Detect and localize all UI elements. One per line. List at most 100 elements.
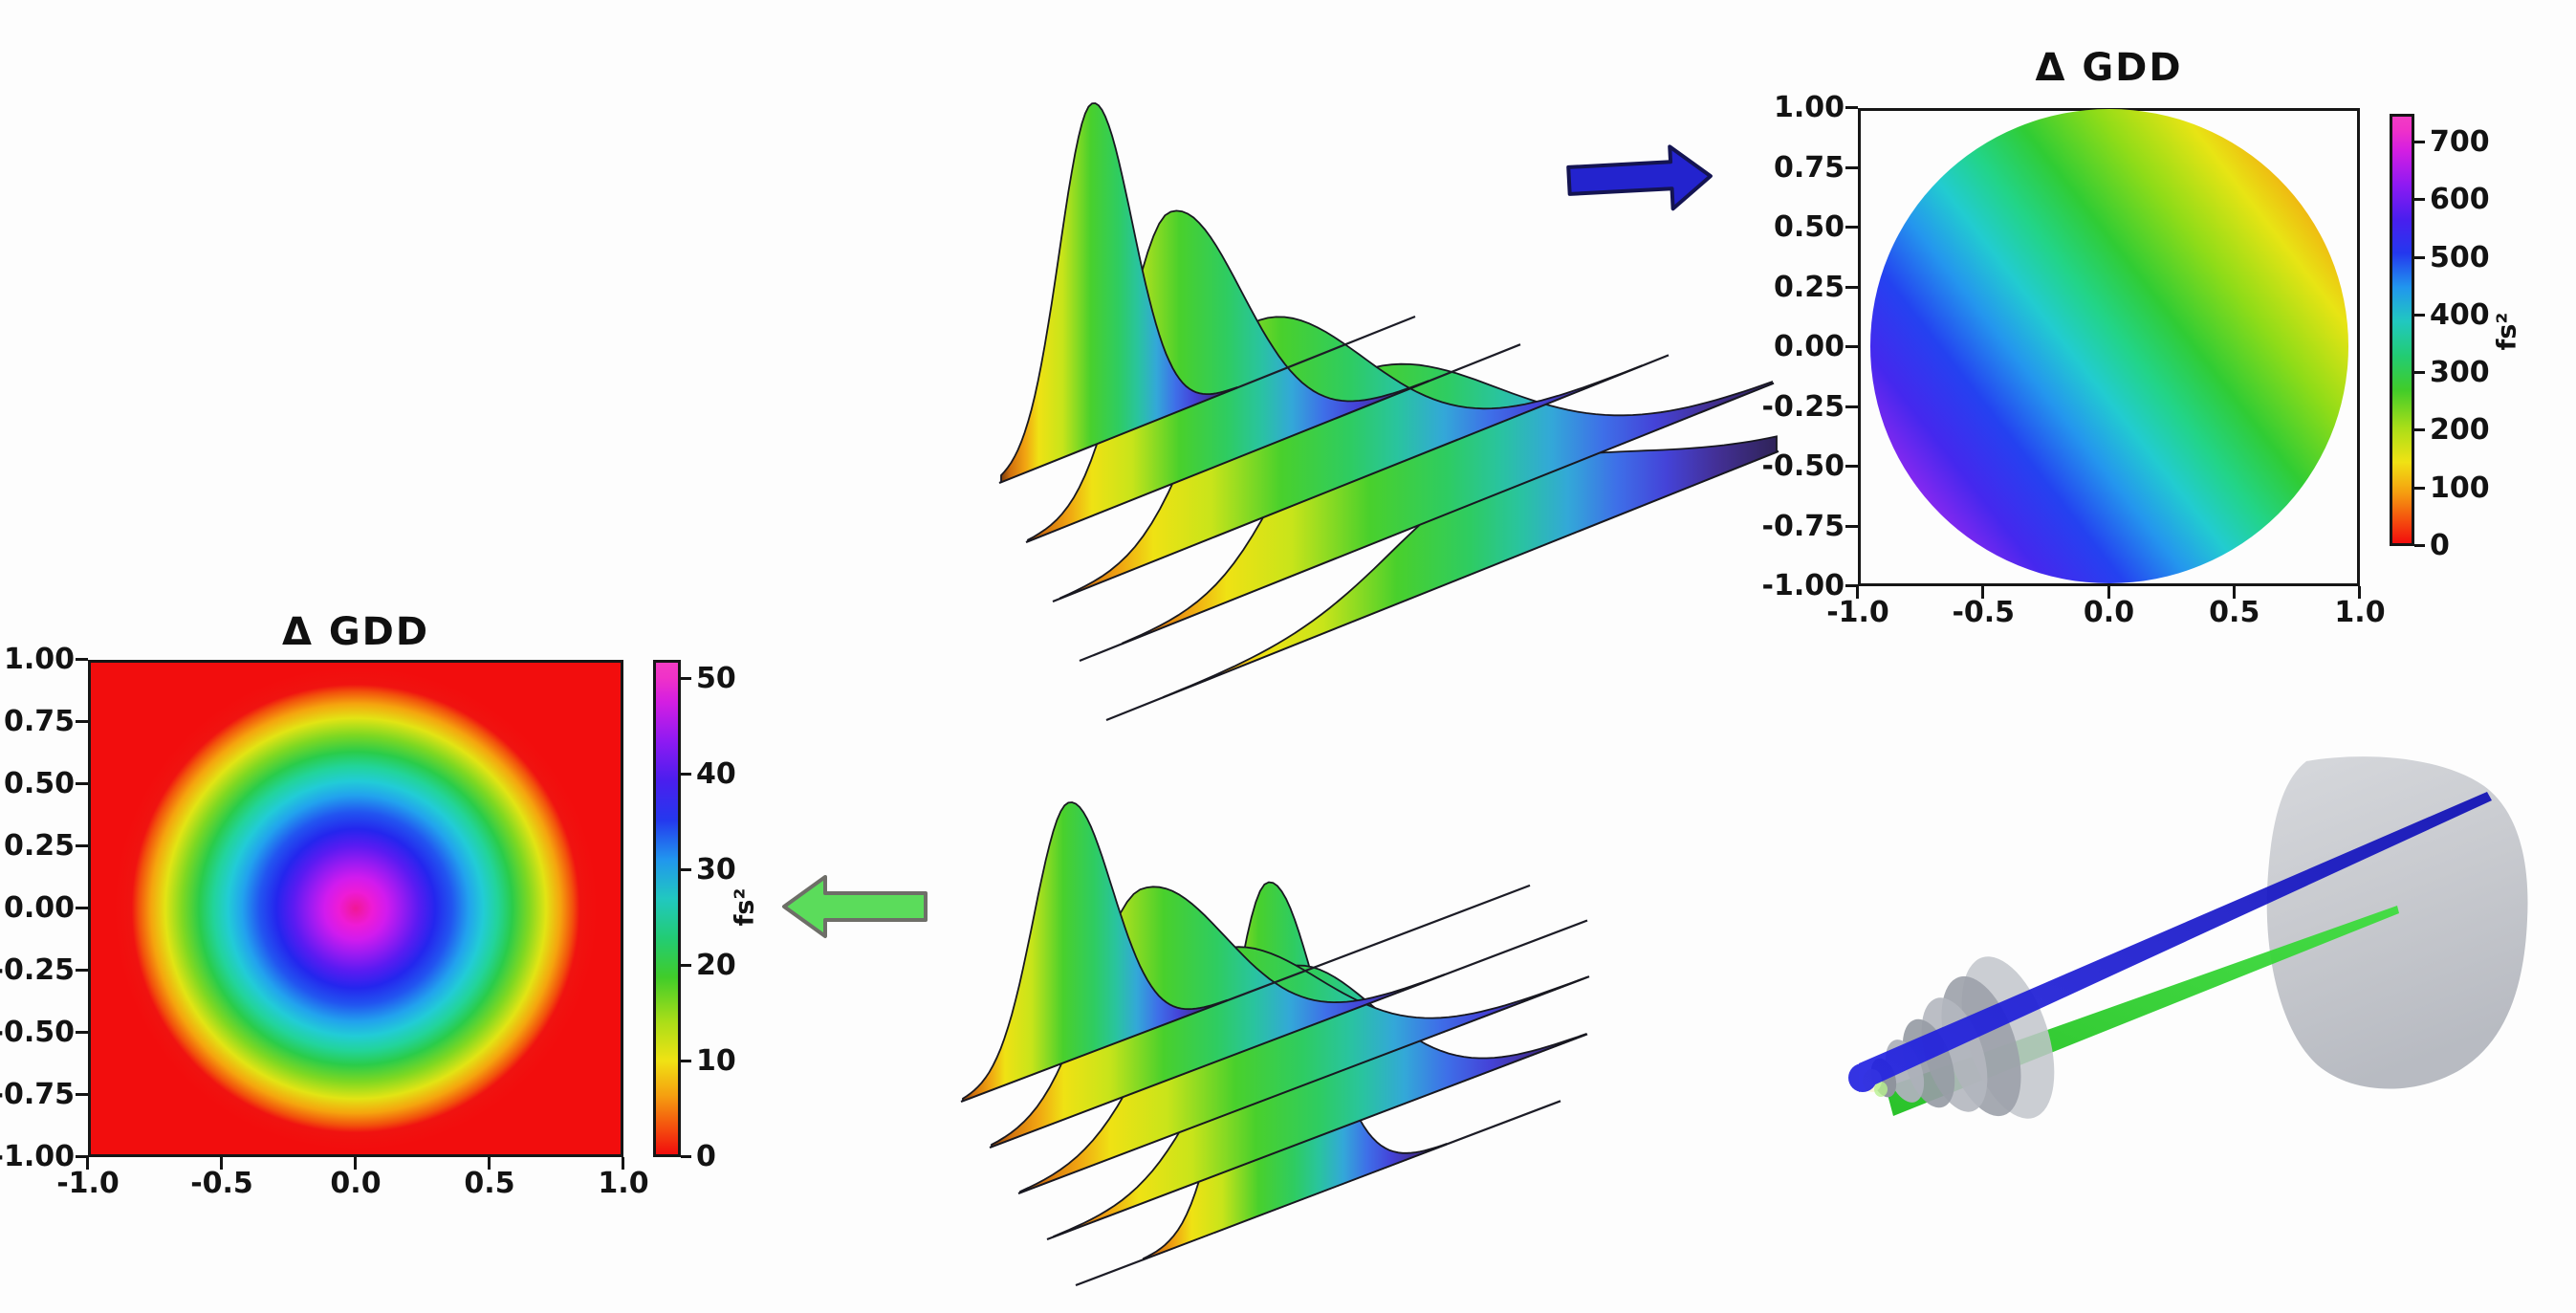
colorbar-tick-mark	[2414, 544, 2425, 547]
colorbar-tick-mark	[2414, 486, 2425, 490]
focus-glow-green	[1874, 1082, 1888, 1097]
axis-tick-mark	[220, 1157, 223, 1170]
colorbar-tick-label: 0	[2430, 529, 2450, 562]
right-gdd-aperture	[1870, 109, 2348, 583]
axis-tick-mark	[2107, 586, 2110, 599]
y-tick-label: -0.25	[1761, 389, 1845, 424]
y-tick-label: 0.00	[3, 891, 75, 925]
forward-arrow-icon	[1566, 144, 1713, 211]
colorbar-tick-label: 300	[2430, 356, 2490, 390]
x-tick-label: 0.0	[2083, 596, 2135, 629]
axis-tick-mark	[1845, 345, 1858, 348]
left-gdd-heatmap	[88, 660, 623, 1157]
y-tick-label: -1.00	[1761, 569, 1845, 602]
colorbar-tick-label: 500	[2430, 240, 2490, 274]
colorbar-tick-mark	[681, 868, 691, 871]
x-tick-label: -0.5	[190, 1167, 253, 1200]
axis-tick-mark	[1981, 586, 1985, 599]
y-tick-label: 0.50	[1773, 210, 1845, 244]
axis-tick-mark	[76, 1155, 88, 1158]
y-tick-label: -0.25	[0, 953, 75, 987]
observation-screen	[2266, 756, 2528, 1089]
x-tick-label: 0.5	[2209, 596, 2260, 629]
colorbar-tick-mark	[681, 773, 691, 776]
y-tick-label: 0.50	[3, 767, 75, 800]
waterfall-dispersed-pulses	[998, 102, 1779, 722]
axis-tick-mark	[76, 844, 88, 847]
axis-tick-mark	[1845, 405, 1858, 408]
right-colorbar	[2390, 114, 2414, 546]
x-tick-label: 0.0	[330, 1167, 382, 1200]
axis-tick-mark	[1845, 285, 1858, 289]
left-colorbar	[653, 660, 681, 1157]
colorbar-tick-label: 600	[2430, 183, 2490, 217]
colorbar-tick-label: 200	[2430, 413, 2490, 448]
pulse-surface	[1059, 316, 1643, 601]
y-tick-label: 0.25	[3, 829, 75, 863]
y-tick-label: 1.00	[3, 643, 75, 676]
axis-tick-mark	[1856, 586, 1859, 599]
y-tick-label: -0.75	[1761, 509, 1845, 543]
colorbar-tick-label: 40	[696, 757, 736, 791]
y-tick-label: -0.75	[0, 1078, 75, 1111]
axis-tick-mark	[2358, 586, 2361, 599]
colorbar-tick-label: 0	[696, 1140, 716, 1173]
colorbar-tick-mark	[2414, 141, 2425, 144]
pulse-surface	[1019, 946, 1587, 1194]
pulse-surface	[1027, 209, 1429, 543]
axis-tick-mark	[488, 1157, 491, 1170]
y-tick-label: -0.50	[0, 1016, 75, 1049]
colorbar-tick-label: 20	[696, 949, 736, 982]
x-tick-label: -0.5	[1952, 596, 2016, 629]
axis-tick-mark	[1845, 226, 1858, 229]
x-tick-label: 1.0	[598, 1167, 649, 1200]
axis-tick-mark	[622, 1157, 624, 1170]
axis-tick-mark	[1845, 524, 1858, 528]
colorbar-tick-mark	[681, 964, 691, 967]
axis-tick-mark	[76, 658, 88, 661]
axis-tick-mark	[76, 969, 88, 972]
axis-tick-mark	[1845, 465, 1858, 468]
axis-tick-mark	[2232, 586, 2236, 599]
axis-tick-mark	[86, 1157, 89, 1170]
x-tick-label: 0.5	[464, 1167, 515, 1200]
colorbar-tick-label: 700	[2430, 125, 2490, 160]
colorbar-tick-label: 10	[696, 1044, 736, 1078]
right-panel-title: Δ GDD	[2035, 46, 2183, 90]
colorbar-tick-mark	[2414, 255, 2425, 259]
y-tick-label: 0.25	[1773, 270, 1845, 304]
axis-tick-mark	[1845, 106, 1858, 109]
waterfall-recompressed-pulses	[960, 801, 1590, 1287]
lens-raytrace-render	[1848, 756, 2528, 1119]
axis-tick-mark	[354, 1157, 357, 1170]
axis-tick-mark	[76, 782, 88, 785]
left-panel-title: Δ GDD	[281, 610, 430, 654]
backward-arrow-icon	[782, 875, 928, 938]
y-tick-label: -1.00	[0, 1140, 75, 1173]
pulse-surface	[962, 801, 1228, 1103]
y-tick-label: 1.00	[1773, 91, 1845, 124]
x-tick-label: 1.0	[2334, 596, 2386, 629]
y-tick-label: 0.75	[3, 705, 75, 738]
colorbar-tick-mark	[2414, 371, 2425, 375]
y-tick-label: 0.00	[1773, 330, 1845, 363]
colorbar-tick-label: 100	[2430, 470, 2490, 505]
pulse-surface	[1000, 102, 1238, 484]
colorbar-tick-mark	[2414, 198, 2425, 202]
colorbar-tick-label: 50	[696, 662, 736, 695]
axis-tick-mark	[76, 1031, 88, 1034]
axis-tick-mark	[1845, 165, 1858, 169]
y-tick-label: 0.75	[1773, 150, 1845, 185]
blue-beam	[1848, 792, 2492, 1092]
x-tick-label: -1.0	[1826, 596, 1889, 629]
colorbar-tick-mark	[2414, 313, 2425, 317]
y-tick-label: -0.50	[1761, 449, 1845, 483]
right-gdd-heatmap	[1858, 108, 2360, 586]
colorbar-tick-mark	[681, 1155, 691, 1158]
axis-tick-mark	[76, 907, 88, 909]
axis-tick-mark	[1845, 584, 1858, 587]
colorbar-tick-mark	[681, 1060, 691, 1062]
pulse-surface	[1053, 964, 1586, 1238]
